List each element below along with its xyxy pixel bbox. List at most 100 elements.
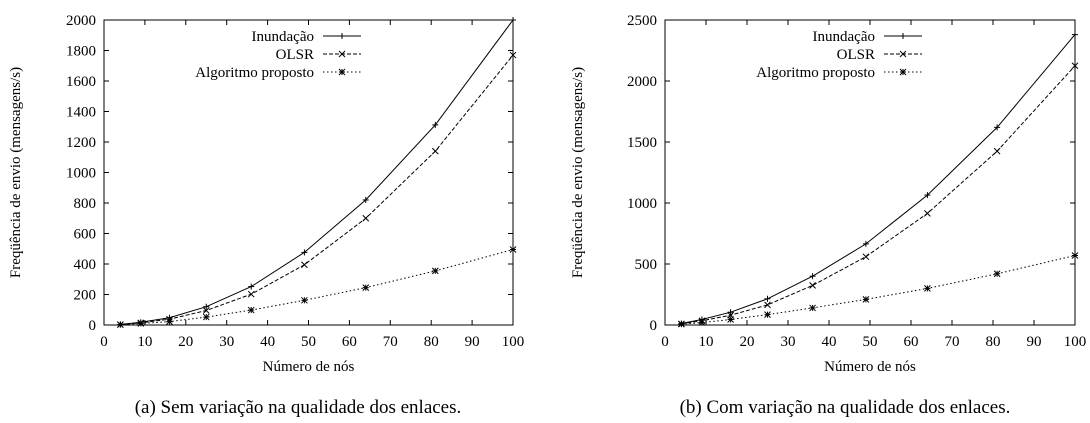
chart-b-y-tick-label: 2500 — [627, 13, 657, 29]
chart-b-y-tick-label: 2000 — [627, 74, 657, 90]
chart-a-data-point — [203, 303, 210, 310]
chart-b-y-tick-label: 0 — [650, 318, 658, 334]
chart-b-x-tick-label: 90 — [1027, 334, 1042, 350]
chart-a-data-point — [301, 261, 308, 269]
chart-a-x-tick-label: 80 — [424, 334, 439, 350]
chart-b-x-tick-label: 100 — [1064, 334, 1087, 350]
chart-a-series-1 — [117, 17, 516, 328]
chart-b-data-point — [727, 309, 734, 316]
chart-a-series-line — [120, 19, 514, 325]
chart-b-legend-marker — [899, 50, 907, 58]
chart-a-data-point — [509, 51, 517, 59]
chart-a-data-point — [510, 17, 516, 23]
chart-a-series-line — [120, 54, 514, 325]
chart-b-data-point — [809, 273, 816, 280]
chart-a-data-point — [432, 121, 439, 128]
chart-b-legend-marker — [900, 33, 906, 39]
chart-b-caption: (b) Com variação na qualidade dos enlace… — [680, 397, 1011, 418]
chart-b-x-tick-label: 70 — [945, 334, 960, 350]
chart-b-data-point — [764, 295, 771, 302]
chart-b-legend-marker — [899, 68, 907, 76]
chart-a-data-point — [137, 320, 145, 327]
chart-a-legend-label: Algoritmo proposto — [195, 65, 314, 81]
chart-a-data-point — [509, 246, 517, 253]
chart-b-y-tick-label: 1000 — [627, 196, 657, 212]
chart-a-data-point — [117, 321, 124, 329]
chart-b-x-tick-label: 80 — [986, 334, 1001, 350]
chart-a-data-point — [247, 290, 255, 298]
chart-b-data-point — [727, 316, 734, 323]
chart-a-x-axis-label: Número de nós — [263, 359, 355, 375]
chart-b-x-tick-label: 50 — [863, 334, 878, 350]
chart-a-x-tick-label: 10 — [137, 334, 152, 350]
chart-a-x-tick-label: 40 — [260, 334, 275, 350]
chart-a-y-tick-label: 800 — [74, 196, 97, 212]
chart-a-data-point — [202, 313, 210, 321]
chart-b-data-point — [862, 253, 870, 261]
chart-a-data-point — [431, 147, 439, 155]
chart-a-legend-marker — [339, 33, 345, 39]
chart-b-series-line — [681, 65, 1076, 325]
chart-a-x-tick-label: 70 — [383, 334, 398, 350]
chart-b-data-point — [678, 320, 685, 328]
chart-b-data-point — [809, 304, 816, 312]
chart-a-data-point — [202, 307, 210, 314]
chart-b-data-point — [993, 147, 1001, 155]
chart-b-data-point — [862, 296, 870, 303]
chart-a-y-tick-label: 600 — [74, 227, 97, 243]
chart-b-data-point — [764, 311, 771, 318]
chart-a-y-tick-label: 1200 — [66, 135, 96, 151]
chart-b-x-tick-label: 10 — [699, 334, 714, 350]
chart-b-data-point — [1071, 252, 1079, 259]
chart-b-data-point — [1071, 62, 1079, 70]
chart-b-data-point — [862, 240, 869, 247]
chart-b-data-point — [924, 192, 931, 199]
chart-a-y-tick-label: 1600 — [66, 74, 96, 90]
chart-a-data-point — [362, 196, 369, 203]
chart-b-data-point — [994, 124, 1001, 131]
chart-a-series-2 — [117, 51, 517, 328]
chart-a-x-tick-label: 100 — [502, 334, 525, 350]
chart-b-y-tick-label: 500 — [635, 257, 658, 273]
chart-b-x-tick-label: 60 — [904, 334, 919, 350]
chart-b-data-point — [1072, 31, 1078, 38]
chart-a-y-tick-label: 2000 — [66, 13, 96, 29]
chart-b-data-point — [698, 319, 706, 326]
chart-b-series-line — [681, 255, 1076, 325]
chart-a-series-line — [120, 249, 514, 326]
chart-b-x-tick-label: 30 — [781, 334, 796, 350]
chart-b: 0 500 1000 1500 2000 2500 0 10 20 30 40 50 60 70 80 90 1… — [570, 13, 1086, 418]
chart-a-y-axis-label: Freqüência de envio (mensagens/s) — [8, 67, 24, 278]
chart-a-legend-label: Inundação — [252, 29, 314, 45]
chart-a-legend: Inundação OLSR Algoritmo proposto — [195, 29, 361, 81]
chart-a-legend-marker — [338, 50, 346, 58]
chart-a-y-tick-label: 200 — [74, 288, 97, 304]
chart-a-data-point — [431, 267, 439, 275]
chart-a-y-tick-label: 0 — [89, 318, 97, 334]
chart-b-y-axis-label: Freqüência de envio (mensagens/s) — [570, 67, 586, 278]
chart-b-data-point — [993, 270, 1001, 278]
chart-a-y-tick-label: 1000 — [66, 166, 96, 182]
chart-a-x-tick-label: 90 — [465, 334, 480, 350]
chart-b-series-3 — [678, 252, 1079, 328]
chart-a-x-tick-label: 60 — [342, 334, 357, 350]
chart-a-data-point — [362, 284, 370, 291]
chart-b-legend-label: Inundação — [813, 29, 875, 45]
chart-a-y-tick-label: 1800 — [66, 44, 96, 60]
chart-b-x-tick-label: 40 — [822, 334, 837, 350]
chart-a-data-point — [362, 214, 370, 222]
chart-a-series-3 — [117, 246, 517, 329]
chart-b-x-axis-label: Número de nós — [824, 359, 916, 375]
chart-a-x-tick-label: 30 — [219, 334, 234, 350]
chart-b-data-point — [764, 301, 771, 309]
chart-a-x-tick-label: 50 — [301, 334, 316, 350]
chart-a-y-tick-label: 400 — [74, 257, 97, 273]
chart-a-x-tick-label: 0 — [100, 334, 108, 350]
chart-b-data-point — [924, 285, 931, 292]
chart-b-y-tick-label: 1500 — [627, 135, 657, 151]
chart-a-data-point — [247, 306, 255, 314]
chart-b-data-point — [924, 210, 931, 217]
chart-a-x-tick-label: 20 — [178, 334, 193, 350]
chart-a-data-point — [248, 283, 255, 290]
